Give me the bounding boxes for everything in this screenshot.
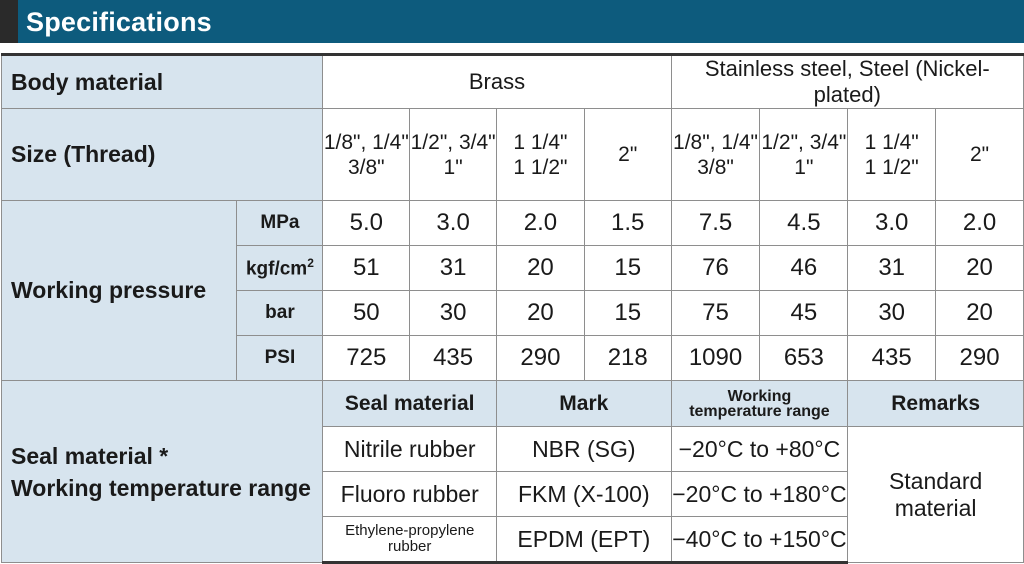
- seal-temp-cell: −40°C to +150°C: [670, 516, 849, 564]
- size-cell: 1/8", 1/4" 3/8": [322, 108, 411, 201]
- pressure-value: 3.0: [847, 200, 937, 246]
- seal-row: Nitrile rubber NBR (SG) −20°C to +80°C S…: [2, 426, 1024, 563]
- size-cell: 2": [583, 108, 672, 201]
- pressure-value: 435: [847, 335, 937, 381]
- pressure-row-bar: bar 50 30 20 15 75 45 30 20: [2, 290, 1024, 336]
- pressure-value: 15: [583, 245, 672, 291]
- unit-label: PSI: [236, 335, 324, 381]
- pressure-value: 76: [670, 245, 761, 291]
- remarks-cell: Standard material: [847, 426, 1024, 563]
- working-pressure-label: Working pressure: [0, 200, 238, 381]
- header-accent-bar: [0, 0, 18, 43]
- size-row: Size (Thread) 1/8", 1/4" 3/8" 1/2", 3/4" 1…: [0, 108, 1024, 201]
- unit-label: MPa: [236, 200, 324, 246]
- body-material-row: Body material Brass Stainless steel, Ste…: [0, 53, 1024, 109]
- pressure-value: 7.5: [670, 200, 761, 246]
- pressure-value: 653: [759, 335, 849, 381]
- seal-material-line: rubber: [388, 538, 432, 555]
- size-cell: 1/2", 3/4" 1": [409, 108, 498, 201]
- pressure-row-psi: PSI 725 435 290 218 1090 653 435 290: [2, 335, 1024, 381]
- seal-material-label: Seal material * Working temperature rang…: [0, 380, 324, 563]
- seal-temp-cell: −20°C to +80°C: [670, 426, 849, 472]
- temperature-header-line: temperature range: [689, 402, 830, 420]
- size-cell: 1/2", 3/4" 1": [759, 108, 849, 201]
- section-header: Specifications: [0, 0, 1024, 43]
- pressure-value: 20: [496, 290, 585, 336]
- size-line: 3/8": [347, 155, 385, 179]
- seal-mark-cell: EPDM (EPT): [496, 516, 672, 564]
- size-cell: 2": [935, 108, 1024, 201]
- seal-material-cell: Fluoro rubber: [322, 471, 498, 517]
- pressure-value: 5.0: [322, 200, 411, 246]
- pressure-value: 30: [409, 290, 498, 336]
- size-line: 1 1/2": [864, 155, 919, 179]
- pressure-value: 46: [759, 245, 849, 291]
- pressure-value: 50: [322, 290, 411, 336]
- pressure-value: 4.5: [759, 200, 849, 246]
- pressure-value: 31: [409, 245, 498, 291]
- temperature-header: Working temperature range: [670, 380, 849, 427]
- pressure-value: 20: [935, 245, 1024, 291]
- size-line: 1": [794, 155, 814, 179]
- temperature-header-line: Working: [727, 387, 792, 405]
- size-line: 1/8", 1/4": [323, 130, 409, 154]
- specifications-table: Body material Brass Stainless steel, Ste…: [0, 53, 1024, 564]
- seal-material-line: Ethylene-propylene: [345, 522, 475, 539]
- pressure-value: 218: [583, 335, 672, 381]
- mark-header: Mark: [496, 380, 672, 427]
- pressure-value: 290: [496, 335, 585, 381]
- pressure-value: 51: [322, 245, 411, 291]
- pressure-value: 20: [496, 245, 585, 291]
- pressure-value: 2.0: [935, 200, 1024, 246]
- pressure-value: 290: [935, 335, 1024, 381]
- pressure-value: 15: [583, 290, 672, 336]
- size-line: 1 1/2": [513, 155, 568, 179]
- size-line: 1 1/4": [864, 130, 919, 154]
- pressure-value: 45: [759, 290, 849, 336]
- remarks-header: Remarks: [847, 380, 1024, 427]
- pressure-value: 75: [670, 290, 761, 336]
- size-cell: 1 1/4" 1 1/2": [847, 108, 937, 201]
- pressure-row-mpa: Working pressure MPa 5.0 3.0 2.0 1.5 7.5…: [0, 200, 1024, 381]
- seal-label-line: Seal material *: [11, 442, 169, 469]
- body-material-brass: Brass: [322, 53, 672, 109]
- seal-header-row: Seal material * Working temperature rang…: [0, 380, 1024, 563]
- pressure-value: 435: [409, 335, 498, 381]
- seal-label-line: Working temperature range: [11, 474, 311, 501]
- pressure-value: 725: [322, 335, 411, 381]
- unit-label: bar: [236, 290, 324, 336]
- pressure-value: 1.5: [583, 200, 672, 246]
- body-material-label: Body material: [0, 53, 324, 109]
- seal-material-cell: Nitrile rubber: [322, 426, 498, 472]
- seal-mark-cell: FKM (X-100): [496, 471, 672, 517]
- size-line: 1/8", 1/4": [673, 130, 759, 154]
- size-cell: 1 1/4" 1 1/2": [496, 108, 585, 201]
- body-material-stainless: Stainless steel, Steel (Nickel-plated): [670, 53, 1024, 109]
- size-line: 1": [443, 155, 463, 179]
- size-line: 2": [969, 143, 990, 166]
- pressure-row-kgf: kgf/cm2 51 31 20 15 76 46 31 20: [2, 245, 1024, 291]
- size-line: 1 1/4": [513, 130, 568, 154]
- pressure-value: 30: [847, 290, 937, 336]
- seal-material-header: Seal material: [322, 380, 498, 427]
- pressure-value: 20: [935, 290, 1024, 336]
- size-line: 1/2", 3/4": [761, 130, 847, 154]
- pressure-value: 1090: [670, 335, 761, 381]
- size-line: 3/8": [697, 155, 734, 179]
- size-line: 1/2", 3/4": [410, 130, 496, 154]
- pressure-value: 31: [847, 245, 937, 291]
- section-title: Specifications: [26, 7, 212, 37]
- size-cell: 1/8", 1/4" 3/8": [670, 108, 761, 201]
- unit-label: kgf/cm2: [236, 245, 324, 291]
- pressure-value: 2.0: [496, 200, 585, 246]
- pressure-value: 3.0: [409, 200, 498, 246]
- size-line: 2": [618, 143, 638, 166]
- seal-mark-cell: NBR (SG): [496, 426, 672, 472]
- seal-temp-cell: −20°C to +180°C: [670, 471, 849, 517]
- size-label: Size (Thread): [0, 108, 324, 201]
- seal-material-cell: Ethylene-propylene rubber: [322, 516, 498, 564]
